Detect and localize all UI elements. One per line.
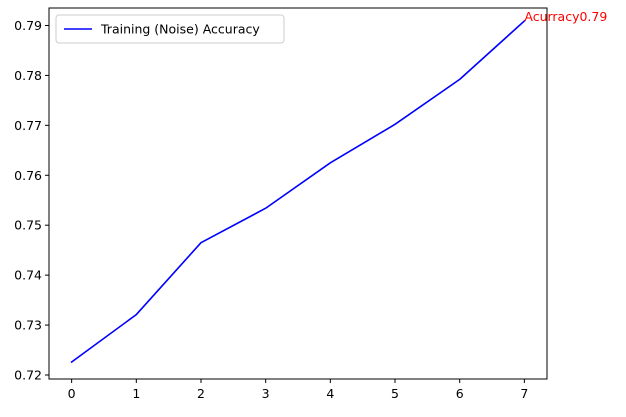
y-tick-label: 0.79	[14, 18, 42, 33]
x-tick-label: 6	[456, 386, 464, 401]
plot-area-frame	[48, 7, 548, 380]
x-tick-label: 5	[391, 386, 399, 401]
series-line-training-noise-accuracy	[70, 19, 526, 364]
x-tick-label: 4	[326, 386, 334, 401]
x-tick-label: 3	[262, 386, 270, 401]
y-tick-label: 0.74	[14, 268, 42, 283]
x-tick-label: 2	[197, 386, 205, 401]
y-tick-label: 0.78	[14, 68, 42, 83]
annotation-label: Acurracy0.79	[524, 9, 607, 24]
legend-box	[55, 14, 285, 44]
y-tick-label: 0.73	[14, 318, 42, 333]
y-tick-label: 0.72	[14, 368, 42, 383]
x-tick-label: 0	[68, 386, 76, 401]
x-tick-label: 7	[520, 386, 528, 401]
y-tick-label: 0.77	[14, 118, 42, 133]
legend-label: Training (Noise) Accuracy	[100, 22, 260, 37]
y-tick-label: 0.76	[14, 168, 42, 183]
y-tick-label: 0.75	[14, 218, 42, 233]
x-tick-label: 1	[132, 386, 140, 401]
